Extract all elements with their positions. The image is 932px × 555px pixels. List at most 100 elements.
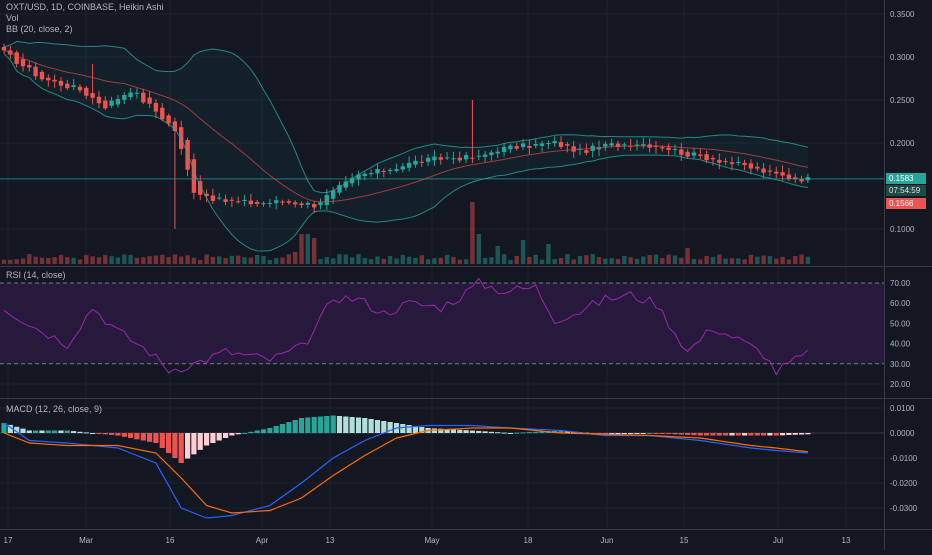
volume-bar	[115, 257, 121, 264]
macd-histogram-bar	[229, 433, 235, 436]
candle-body	[128, 92, 133, 97]
price-tick-label: 0.2500	[890, 96, 915, 105]
macd-histogram-bar	[324, 416, 330, 433]
volume-bar	[666, 254, 671, 264]
macd-histogram-bar	[691, 433, 697, 436]
candle-body	[109, 100, 114, 106]
volume-bar	[71, 257, 76, 264]
candle-body	[736, 161, 741, 163]
volume-bar	[514, 255, 519, 264]
macd-histogram-bar	[191, 433, 197, 455]
price-tick-label: 0.3500	[890, 10, 915, 19]
volume-bar	[77, 259, 83, 264]
candle-body	[312, 204, 317, 208]
candle-body	[27, 65, 32, 68]
volume-bar	[318, 259, 323, 264]
volume-bar	[261, 256, 266, 264]
volume-bar	[539, 259, 545, 264]
candle-body	[274, 200, 279, 204]
volume-bar	[387, 255, 393, 264]
volume-bar	[349, 257, 355, 264]
volume-bar	[767, 256, 773, 264]
candle-body	[356, 174, 361, 180]
macd-tick-label: 0.0000	[890, 429, 915, 438]
candle-body	[489, 152, 494, 156]
volume-bar	[622, 255, 627, 264]
candle-body	[153, 103, 159, 112]
candle-body	[514, 146, 519, 149]
macd-histogram-bar	[52, 430, 58, 433]
macd-histogram-bar	[83, 432, 89, 434]
candle-body	[58, 80, 64, 86]
price-tick-label: 0.3000	[890, 53, 915, 62]
candle-body	[641, 144, 646, 146]
prev-close-tag: 0.1566	[886, 198, 926, 209]
volume-bar	[615, 258, 621, 264]
candle-body	[691, 152, 697, 156]
macd-histogram-bar	[7, 424, 13, 433]
volume-bar	[660, 258, 665, 264]
volume-bar	[672, 255, 678, 264]
macd-histogram-bar	[223, 433, 229, 438]
volume-bar	[128, 255, 133, 264]
candle-body	[387, 170, 393, 171]
volume-bar	[324, 257, 329, 264]
line-layer	[0, 40, 884, 376]
volume-bar	[242, 257, 247, 264]
volume-bar	[717, 254, 722, 264]
candle-body	[96, 96, 102, 104]
candle-body	[141, 92, 146, 103]
macd-histogram-bar	[166, 433, 172, 453]
macd-histogram-bar	[381, 421, 387, 433]
volume-bar	[109, 256, 114, 264]
candle-body	[717, 159, 722, 163]
macd-histogram-bar	[805, 433, 811, 435]
macd-histogram-bar	[400, 424, 406, 433]
macd-histogram-bar	[58, 430, 64, 433]
macd-histogram-bar	[254, 430, 260, 433]
macd-histogram-bar	[298, 418, 305, 433]
volume-bar	[286, 254, 292, 264]
macd-histogram-bar	[109, 433, 115, 435]
time-tick-label: 16	[166, 536, 175, 545]
axis-layer: 0.3500 0.3000 0.2500 0.2000 0.1000 70.00 60.00…	[4, 10, 918, 545]
candle-body	[242, 199, 247, 201]
volume-bar	[96, 257, 102, 264]
volume-bar	[375, 256, 380, 264]
macd-histogram-bar	[286, 422, 292, 433]
macd-histogram-bar	[412, 426, 418, 433]
macd-histogram-bar	[20, 428, 26, 433]
volume-bar	[236, 255, 241, 264]
macd-histogram-bar	[539, 431, 545, 433]
volume-bar	[457, 259, 462, 264]
bb-upper-line	[3, 40, 809, 194]
macd-histogram-bar	[526, 432, 532, 434]
macd-histogram-bar	[172, 433, 178, 458]
macd-histogram-bar	[362, 418, 368, 433]
candle-body	[615, 143, 621, 147]
macd-histogram-bar	[767, 433, 773, 436]
volume-bar	[312, 238, 317, 264]
macd-histogram-bar	[704, 433, 710, 436]
candle-body	[748, 163, 754, 169]
volume-bar	[786, 259, 792, 264]
macd-histogram-bar	[482, 431, 488, 433]
candle-body	[65, 83, 70, 89]
volume-bar	[204, 254, 209, 264]
macd-histogram-bar	[653, 433, 659, 434]
candle-layer	[1, 43, 811, 229]
volume-bar	[331, 258, 336, 264]
macd-histogram-bar	[343, 416, 349, 433]
volume-bar	[413, 257, 418, 264]
candle-body	[710, 158, 716, 160]
macd-histogram-bar	[406, 425, 412, 433]
volume-bar	[362, 258, 367, 264]
volume-bar	[166, 257, 171, 264]
volume-bar	[103, 254, 108, 264]
macd-histogram-bar	[729, 433, 735, 436]
candle-body	[280, 201, 285, 203]
rsi-legend: RSI (14, close)	[6, 270, 66, 281]
candle-body	[210, 195, 216, 201]
